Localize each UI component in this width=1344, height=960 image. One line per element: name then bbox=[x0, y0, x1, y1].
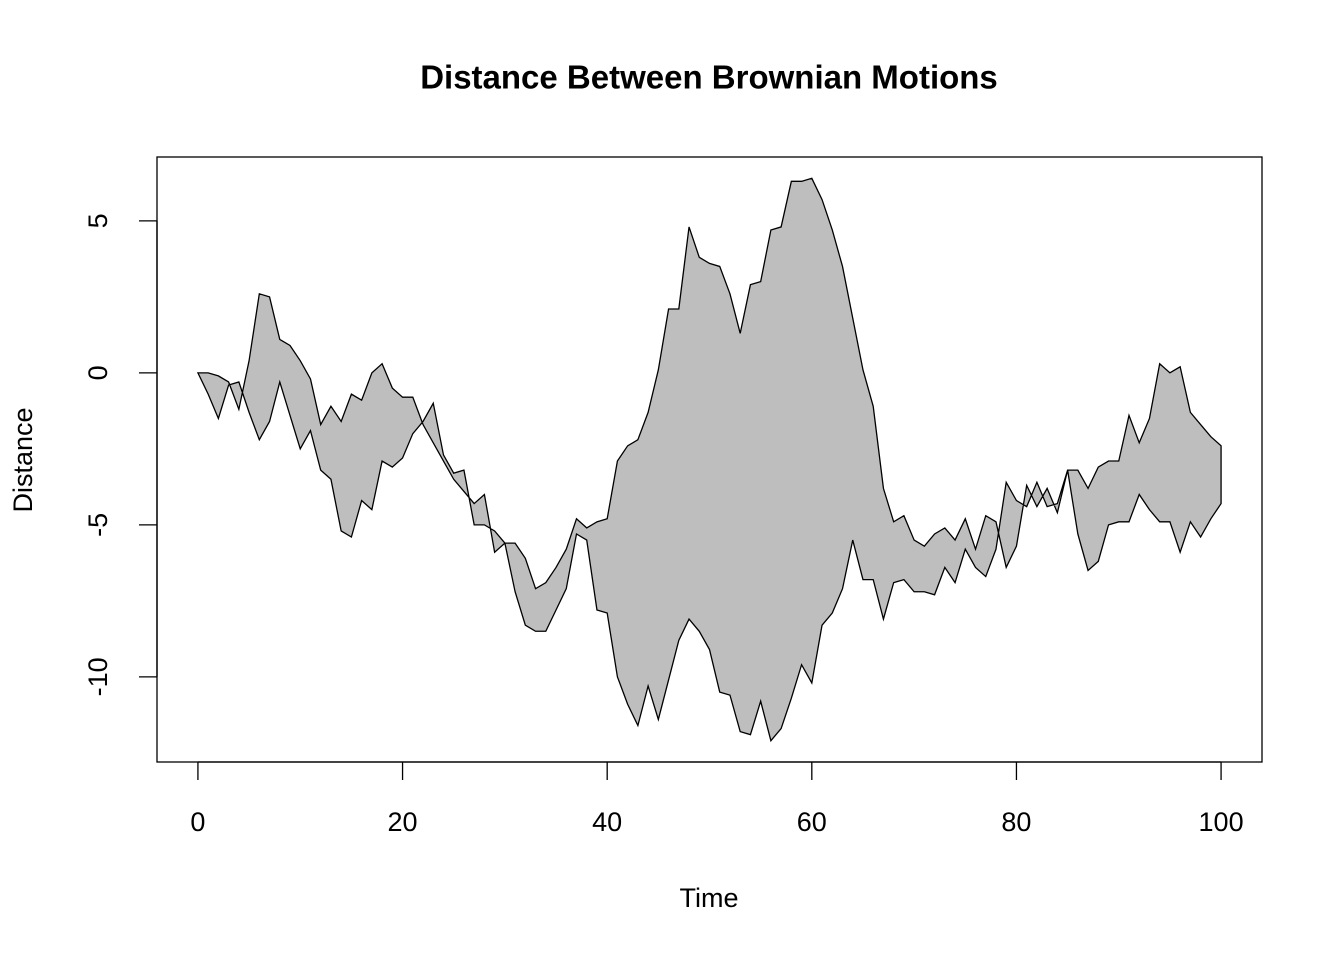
y-tick-label: -10 bbox=[83, 657, 113, 696]
y-tick-label: -5 bbox=[83, 513, 113, 537]
y-axis-label: Distance bbox=[8, 407, 38, 512]
x-tick-label: 60 bbox=[797, 807, 827, 837]
x-tick-label: 40 bbox=[592, 807, 622, 837]
y-tick-label: 0 bbox=[83, 365, 113, 380]
x-tick-label: 80 bbox=[1001, 807, 1031, 837]
x-axis-label: Time bbox=[680, 883, 739, 913]
chart-title: Distance Between Brownian Motions bbox=[420, 59, 998, 96]
x-tick-label: 100 bbox=[1199, 807, 1244, 837]
area bbox=[196, 177, 1222, 743]
x-tick-label: 20 bbox=[388, 807, 418, 837]
x-tick-label: 0 bbox=[190, 807, 205, 837]
y-tick-label: 5 bbox=[83, 213, 113, 228]
